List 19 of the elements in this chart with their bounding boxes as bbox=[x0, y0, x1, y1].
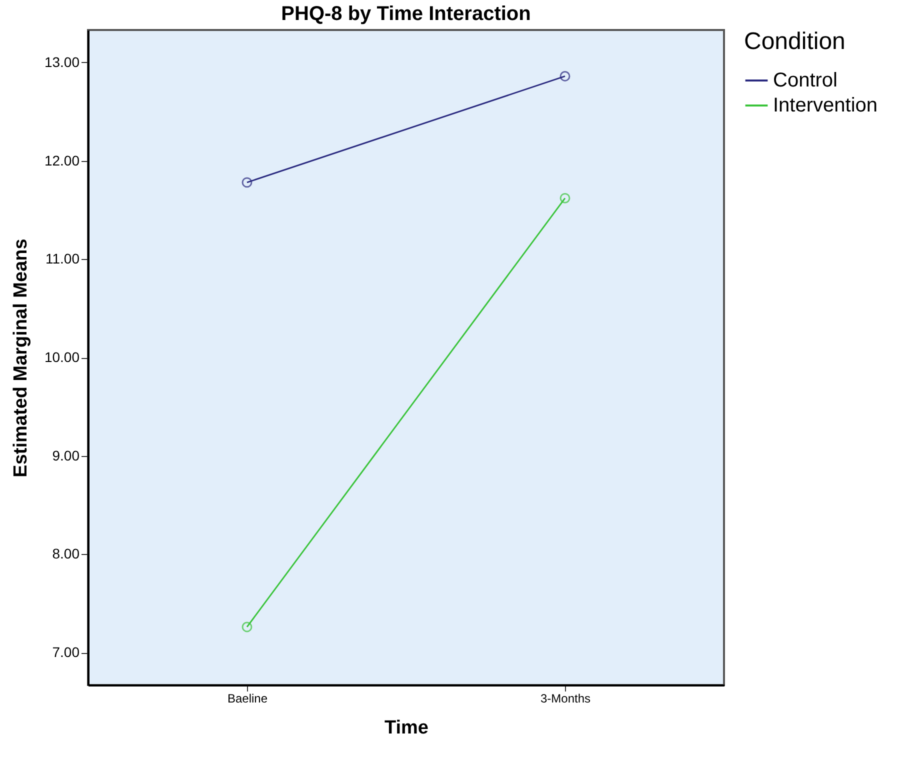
y-axis-title: Estimated Marginal Means bbox=[10, 238, 32, 478]
x-tick-label: Baeline bbox=[227, 692, 268, 706]
y-tick-label: 10.00 bbox=[44, 349, 80, 365]
chart-title: PHQ-8 by Time Interaction bbox=[281, 3, 531, 25]
legend-label: Intervention bbox=[773, 94, 878, 116]
x-axis-title: Time bbox=[384, 718, 429, 738]
x-tick-label: 3-Months bbox=[540, 692, 591, 706]
y-tick-label: 11.00 bbox=[46, 250, 80, 267]
y-tick-label: 9.00 bbox=[52, 447, 80, 464]
y-tick-label: 12.00 bbox=[44, 152, 80, 168]
legend-label: Control bbox=[773, 70, 838, 92]
point bbox=[242, 622, 252, 632]
legend-title: Condition bbox=[744, 28, 846, 55]
y-tick-label: 13.00 bbox=[44, 54, 80, 70]
y-tick-label: 8.00 bbox=[52, 546, 80, 562]
point bbox=[242, 177, 252, 188]
y-tick-label: 7.00 bbox=[52, 644, 80, 660]
point bbox=[560, 71, 570, 82]
point bbox=[560, 192, 570, 204]
